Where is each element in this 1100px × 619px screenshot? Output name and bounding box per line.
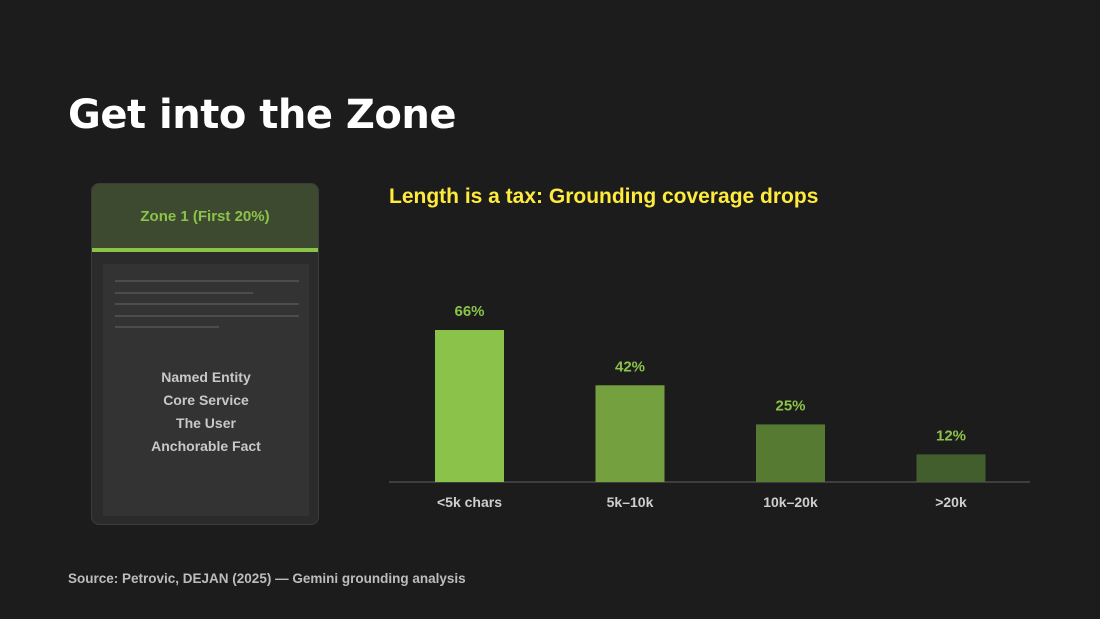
bar (435, 330, 504, 482)
chart-title: Length is a tax: Grounding coverage drop… (389, 185, 819, 208)
zone-item-list: Named Entity Core Service The User Ancho… (103, 366, 309, 458)
document-card: Zone 1 (First 20%) Named Entity Core Ser… (91, 183, 319, 525)
placeholder-text-line (115, 292, 253, 294)
placeholder-text-line (115, 326, 219, 328)
x-tick-label: <5k chars (437, 494, 502, 510)
data-label: 66% (454, 303, 484, 320)
zone-item: Named Entity (161, 369, 251, 385)
placeholder-text-line (115, 303, 299, 305)
placeholder-text-line (115, 315, 299, 317)
zone-item: Anchorable Fact (151, 438, 261, 454)
x-tick-label: >20k (935, 494, 967, 510)
x-tick-label: 10k–20k (763, 494, 818, 510)
data-label: 12% (936, 427, 966, 444)
bar-chart: 66% <5k chars 42% 5k–10k 25% 10k–20k 12% >20k (389, 303, 1030, 510)
bar (916, 454, 986, 482)
zone-item: The User (176, 415, 236, 431)
zone-item: Core Service (163, 392, 249, 408)
source-citation: Source: Petrovic, DEJAN (2025) — Gemini … (68, 571, 466, 586)
placeholder-text-line (115, 280, 299, 282)
data-label: 42% (615, 358, 645, 375)
document-page: Named Entity Core Service The User Ancho… (103, 264, 309, 516)
bar (756, 424, 825, 482)
zone-label: Zone 1 (First 20%) (140, 207, 270, 225)
bar (595, 385, 665, 482)
x-tick-label: 5k–10k (607, 494, 654, 510)
data-label: 25% (775, 397, 805, 414)
slide-title: Get into the Zone (68, 92, 456, 138)
zone-header: Zone 1 (First 20%) (92, 184, 318, 252)
